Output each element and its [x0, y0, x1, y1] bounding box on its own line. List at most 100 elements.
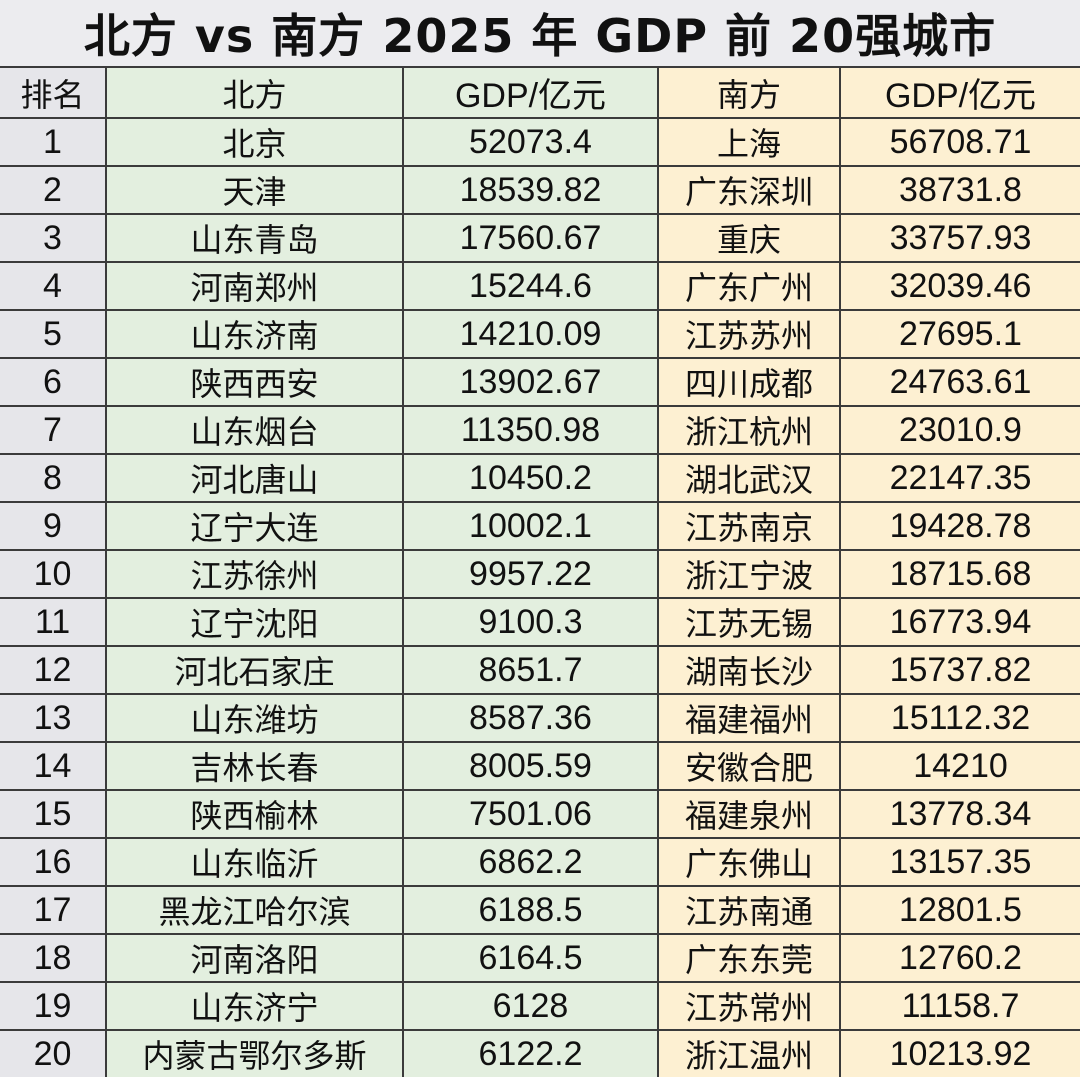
rank-cell: 1	[0, 117, 107, 167]
table-row: 11 辽宁沈阳 9100.3 江苏无锡 16773.94	[0, 597, 1080, 647]
north-gdp-cell: 9100.3	[402, 597, 659, 647]
north-city-cell: 辽宁沈阳	[105, 597, 404, 647]
rank-cell: 10	[0, 549, 107, 599]
south-gdp-cell: 32039.46	[839, 261, 1080, 311]
north-gdp-cell: 13902.67	[402, 357, 659, 407]
table-row: 10 江苏徐州 9957.22 浙江宁波 18715.68	[0, 549, 1080, 599]
south-gdp-cell: 18715.68	[839, 549, 1080, 599]
rank-cell: 9	[0, 501, 107, 551]
rank-cell: 17	[0, 885, 107, 935]
north-city-cell: 山东青岛	[105, 213, 404, 263]
north-city-cell: 陕西西安	[105, 357, 404, 407]
south-city-cell: 福建福州	[657, 693, 841, 743]
south-city-cell: 重庆	[657, 213, 841, 263]
north-gdp-cell: 8651.7	[402, 645, 659, 695]
south-gdp-cell: 15112.32	[839, 693, 1080, 743]
rank-cell: 2	[0, 165, 107, 215]
rank-cell: 4	[0, 261, 107, 311]
gdp-ranking-table: 排名 北方 GDP/亿元 南方 GDP/亿元 1 北京 52073.4 上海 56708…	[0, 66, 1080, 1077]
south-city-cell: 上海	[657, 117, 841, 167]
rank-cell: 16	[0, 837, 107, 887]
table-row: 9 辽宁大连 10002.1 江苏南京 19428.78	[0, 501, 1080, 551]
south-gdp-cell: 24763.61	[839, 357, 1080, 407]
south-city-cell: 广东深圳	[657, 165, 841, 215]
rank-cell: 11	[0, 597, 107, 647]
north-gdp-cell: 15244.6	[402, 261, 659, 311]
rank-cell: 12	[0, 645, 107, 695]
south-city-cell: 广东广州	[657, 261, 841, 311]
rank-cell: 5	[0, 309, 107, 359]
south-gdp-cell: 13778.34	[839, 789, 1080, 839]
north-gdp-cell: 6862.2	[402, 837, 659, 887]
table-row: 5 山东济南 14210.09 江苏苏州 27695.1	[0, 309, 1080, 359]
south-city-cell: 四川成都	[657, 357, 841, 407]
south-city-cell: 浙江温州	[657, 1029, 841, 1077]
south-city-cell: 安徽合肥	[657, 741, 841, 791]
south-gdp-cell: 38731.8	[839, 165, 1080, 215]
north-gdp-cell: 18539.82	[402, 165, 659, 215]
south-gdp-cell: 13157.35	[839, 837, 1080, 887]
north-city-cell: 山东潍坊	[105, 693, 404, 743]
rank-cell: 14	[0, 741, 107, 791]
south-gdp-cell: 10213.92	[839, 1029, 1080, 1077]
rank-cell: 13	[0, 693, 107, 743]
north-gdp-cell: 8005.59	[402, 741, 659, 791]
north-gdp-cell: 8587.36	[402, 693, 659, 743]
north-city-cell: 山东临沂	[105, 837, 404, 887]
table-row: 12 河北石家庄 8651.7 湖南长沙 15737.82	[0, 645, 1080, 695]
south-gdp-cell: 22147.35	[839, 453, 1080, 503]
south-city-cell: 广东佛山	[657, 837, 841, 887]
south-city-cell: 湖南长沙	[657, 645, 841, 695]
north-gdp-cell: 7501.06	[402, 789, 659, 839]
south-gdp-cell: 12801.5	[839, 885, 1080, 935]
north-city-cell: 山东烟台	[105, 405, 404, 455]
north-gdp-cell: 11350.98	[402, 405, 659, 455]
rank-cell: 6	[0, 357, 107, 407]
table-row: 20 内蒙古鄂尔多斯 6122.2 浙江温州 10213.92	[0, 1029, 1080, 1077]
table-row: 1 北京 52073.4 上海 56708.71	[0, 117, 1080, 167]
rank-cell: 20	[0, 1029, 107, 1077]
south-city-cell: 福建泉州	[657, 789, 841, 839]
table-header-row: 排名 北方 GDP/亿元 南方 GDP/亿元	[0, 66, 1080, 119]
north-city-cell: 天津	[105, 165, 404, 215]
rank-cell: 18	[0, 933, 107, 983]
south-gdp-cell: 15737.82	[839, 645, 1080, 695]
north-gdp-cell: 6188.5	[402, 885, 659, 935]
north-city-cell: 江苏徐州	[105, 549, 404, 599]
table-row: 6 陕西西安 13902.67 四川成都 24763.61	[0, 357, 1080, 407]
north-gdp-cell: 17560.67	[402, 213, 659, 263]
south-gdp-cell: 33757.93	[839, 213, 1080, 263]
south-gdp-cell: 16773.94	[839, 597, 1080, 647]
table-row: 15 陕西榆林 7501.06 福建泉州 13778.34	[0, 789, 1080, 839]
header-rank: 排名	[0, 66, 107, 119]
table-row: 7 山东烟台 11350.98 浙江杭州 23010.9	[0, 405, 1080, 455]
rank-cell: 3	[0, 213, 107, 263]
north-city-cell: 河北石家庄	[105, 645, 404, 695]
table-row: 17 黑龙江哈尔滨 6188.5 江苏南通 12801.5	[0, 885, 1080, 935]
north-city-cell: 河南郑州	[105, 261, 404, 311]
north-city-cell: 吉林长春	[105, 741, 404, 791]
south-city-cell: 湖北武汉	[657, 453, 841, 503]
north-gdp-cell: 6122.2	[402, 1029, 659, 1077]
north-gdp-cell: 6128	[402, 981, 659, 1031]
north-gdp-cell: 52073.4	[402, 117, 659, 167]
table-row: 13 山东潍坊 8587.36 福建福州 15112.32	[0, 693, 1080, 743]
north-city-cell: 辽宁大连	[105, 501, 404, 551]
south-gdp-cell: 11158.7	[839, 981, 1080, 1031]
north-gdp-cell: 10450.2	[402, 453, 659, 503]
header-south-gdp: GDP/亿元	[839, 66, 1080, 119]
north-gdp-cell: 6164.5	[402, 933, 659, 983]
table-row: 19 山东济宁 6128 江苏常州 11158.7	[0, 981, 1080, 1031]
north-gdp-cell: 14210.09	[402, 309, 659, 359]
header-north-gdp: GDP/亿元	[402, 66, 659, 119]
north-city-cell: 黑龙江哈尔滨	[105, 885, 404, 935]
table-row: 14 吉林长春 8005.59 安徽合肥 14210	[0, 741, 1080, 791]
south-gdp-cell: 56708.71	[839, 117, 1080, 167]
north-city-cell: 内蒙古鄂尔多斯	[105, 1029, 404, 1077]
rank-cell: 15	[0, 789, 107, 839]
header-north-city: 北方	[105, 66, 404, 119]
south-city-cell: 江苏无锡	[657, 597, 841, 647]
page-title: 北方 vs 南方 2025 年 GDP 前 20强城市	[0, 0, 1080, 66]
north-gdp-cell: 9957.22	[402, 549, 659, 599]
rank-cell: 7	[0, 405, 107, 455]
